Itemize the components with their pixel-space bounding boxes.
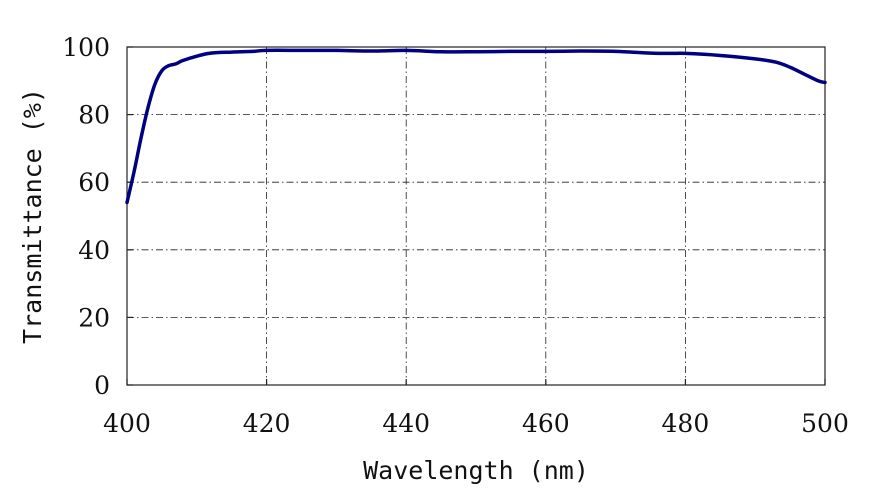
x-axis-title: Wavelength (nm): [363, 456, 589, 485]
y-tick-label: 20: [78, 303, 110, 332]
series-group: [125, 48, 827, 205]
transmittance-series-line: [125, 48, 827, 205]
x-tick-label: 400: [103, 409, 151, 438]
y-tick-label: 60: [78, 168, 110, 197]
x-tick-labels: 400 420 440 460 480 500: [103, 409, 849, 438]
y-tick-label: 80: [78, 101, 110, 130]
grid-lines: [127, 47, 825, 385]
axis-ticks: [126, 46, 826, 386]
y-tick-labels: 0 20 40 60 80 100: [62, 33, 110, 400]
x-tick-label: 500: [801, 409, 849, 438]
x-tick-label: 420: [243, 409, 291, 438]
y-axis-title: Transmittance (%): [18, 88, 47, 344]
y-tick-label: 0: [94, 371, 110, 400]
y-tick-label: 40: [78, 236, 110, 265]
y-tick-label: 100: [62, 33, 110, 62]
x-tick-label: 480: [662, 409, 710, 438]
x-tick-label: 440: [382, 409, 430, 438]
x-tick-label: 460: [522, 409, 570, 438]
plot-frame: [126, 46, 826, 386]
